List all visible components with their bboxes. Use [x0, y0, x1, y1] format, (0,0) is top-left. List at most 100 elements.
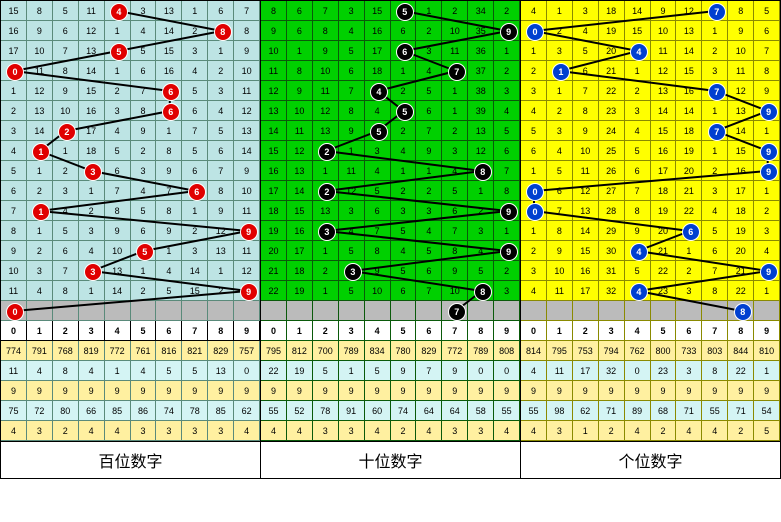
- trend-marker: 2: [318, 183, 336, 201]
- data-cell: 2: [391, 81, 417, 101]
- data-cell: 28: [599, 201, 625, 221]
- data-cell: 5: [53, 221, 79, 241]
- data-cell: 13: [468, 121, 494, 141]
- data-cell: 2: [442, 1, 468, 21]
- stat-cell: 9: [676, 381, 702, 401]
- trend-marker: 1: [552, 63, 570, 81]
- data-cell: 6: [287, 21, 313, 41]
- stat-cell: 4: [521, 421, 547, 441]
- data-cell: 9: [105, 221, 131, 241]
- data-cell: 8: [728, 1, 754, 21]
- data-cell: 7: [547, 201, 573, 221]
- data-cell: 9: [53, 81, 79, 101]
- data-cell: 12: [651, 61, 677, 81]
- header-cell: 1: [27, 321, 53, 341]
- stat-cell: 9: [182, 381, 208, 401]
- data-cell: 15: [79, 81, 105, 101]
- data-row: 8153969212: [1, 221, 260, 241]
- data-cell: 6: [494, 141, 520, 161]
- stat-cell: 4: [287, 421, 313, 441]
- data-grid: 1585113131671696121414281710713515319118…: [1, 1, 260, 441]
- data-cell: 1: [442, 101, 468, 121]
- header-row: 0123456789: [1, 321, 260, 341]
- trend-marker: 9: [240, 223, 258, 241]
- data-cell: 13: [313, 201, 339, 221]
- trend-marker: 2: [58, 123, 76, 141]
- data-cell: 7: [234, 1, 260, 21]
- stat-row: 411173202338221: [521, 361, 780, 381]
- stat-cell: 762: [625, 341, 651, 361]
- stat-row: 4324433334: [1, 421, 260, 441]
- panel-title: 百位数字: [1, 441, 260, 478]
- data-cell: 2: [105, 81, 131, 101]
- data-cell: 6: [53, 241, 79, 261]
- data-cell: 3: [208, 81, 234, 101]
- data-cell: 4: [494, 101, 520, 121]
- data-cell: 2: [208, 281, 234, 301]
- panel-2: 4131814912852419151013196135201114210726…: [521, 1, 780, 478]
- data-cell: 7: [416, 281, 442, 301]
- stat-cell: 9: [365, 381, 391, 401]
- data-cell: 9: [287, 81, 313, 101]
- data-row: 61227718213171: [521, 181, 780, 201]
- data-cell: 3: [676, 281, 702, 301]
- data-row: 2131016386412: [1, 101, 260, 121]
- trend-marker: 5: [370, 123, 388, 141]
- panel-1: 8673151234296841662103510195173113611181…: [261, 1, 521, 478]
- data-cell: 13: [105, 261, 131, 281]
- trend-marker: 3: [318, 223, 336, 241]
- stat-cell: 4: [494, 421, 520, 441]
- data-cell: 13: [728, 101, 754, 121]
- data-cell: 2: [1, 101, 27, 121]
- gray-cell: [313, 301, 339, 321]
- data-cell: 8: [702, 281, 728, 301]
- data-cell: 2: [521, 241, 547, 261]
- stat-cell: 1: [339, 361, 365, 381]
- gray-cell: [79, 301, 105, 321]
- stat-cell: 9: [416, 381, 442, 401]
- header-row: 0123456789: [521, 321, 780, 341]
- data-cell: 6: [182, 101, 208, 121]
- data-cell: 8: [1, 221, 27, 241]
- data-cell: 3: [468, 221, 494, 241]
- data-cell: 4: [339, 21, 365, 41]
- data-cell: 6: [391, 21, 417, 41]
- data-cell: 8: [754, 61, 780, 81]
- stat-cell: 761: [131, 341, 157, 361]
- stat-cell: 19: [287, 361, 313, 381]
- data-cell: 10: [573, 141, 599, 161]
- data-cell: 3: [494, 281, 520, 301]
- data-row: 20171584584: [261, 241, 520, 261]
- data-cell: 23: [599, 101, 625, 121]
- stat-cell: 4: [1, 421, 27, 441]
- stat-cell: 80: [53, 401, 79, 421]
- stat-cell: 795: [261, 341, 287, 361]
- header-cell: 6: [156, 321, 182, 341]
- stat-cell: 22: [728, 361, 754, 381]
- data-row: 1352011142107: [521, 41, 780, 61]
- gray-cell: [494, 301, 520, 321]
- data-cell: 3: [702, 181, 728, 201]
- data-cell: 4: [468, 241, 494, 261]
- data-row: 1411139272135: [261, 121, 520, 141]
- stat-row: 814795753794762800733803844810: [521, 341, 780, 361]
- stat-cell: 9: [1, 381, 27, 401]
- header-cell: 0: [261, 321, 287, 341]
- stat-cell: 54: [754, 401, 780, 421]
- data-cell: 7: [416, 121, 442, 141]
- data-cell: 1: [521, 161, 547, 181]
- gray-cell: [676, 301, 702, 321]
- header-cell: 5: [391, 321, 417, 341]
- data-cell: 1: [208, 261, 234, 281]
- data-cell: 14: [27, 121, 53, 141]
- data-cell: 11: [339, 161, 365, 181]
- data-cell: 1: [676, 241, 702, 261]
- data-cell: 10: [547, 261, 573, 281]
- data-cell: 6: [131, 221, 157, 241]
- data-cell: 5: [365, 181, 391, 201]
- data-cell: 5: [131, 41, 157, 61]
- trend-marker: 7: [708, 123, 726, 141]
- data-cell: 3: [754, 221, 780, 241]
- stat-cell: 4: [234, 421, 260, 441]
- data-row: 4282331414113: [521, 101, 780, 121]
